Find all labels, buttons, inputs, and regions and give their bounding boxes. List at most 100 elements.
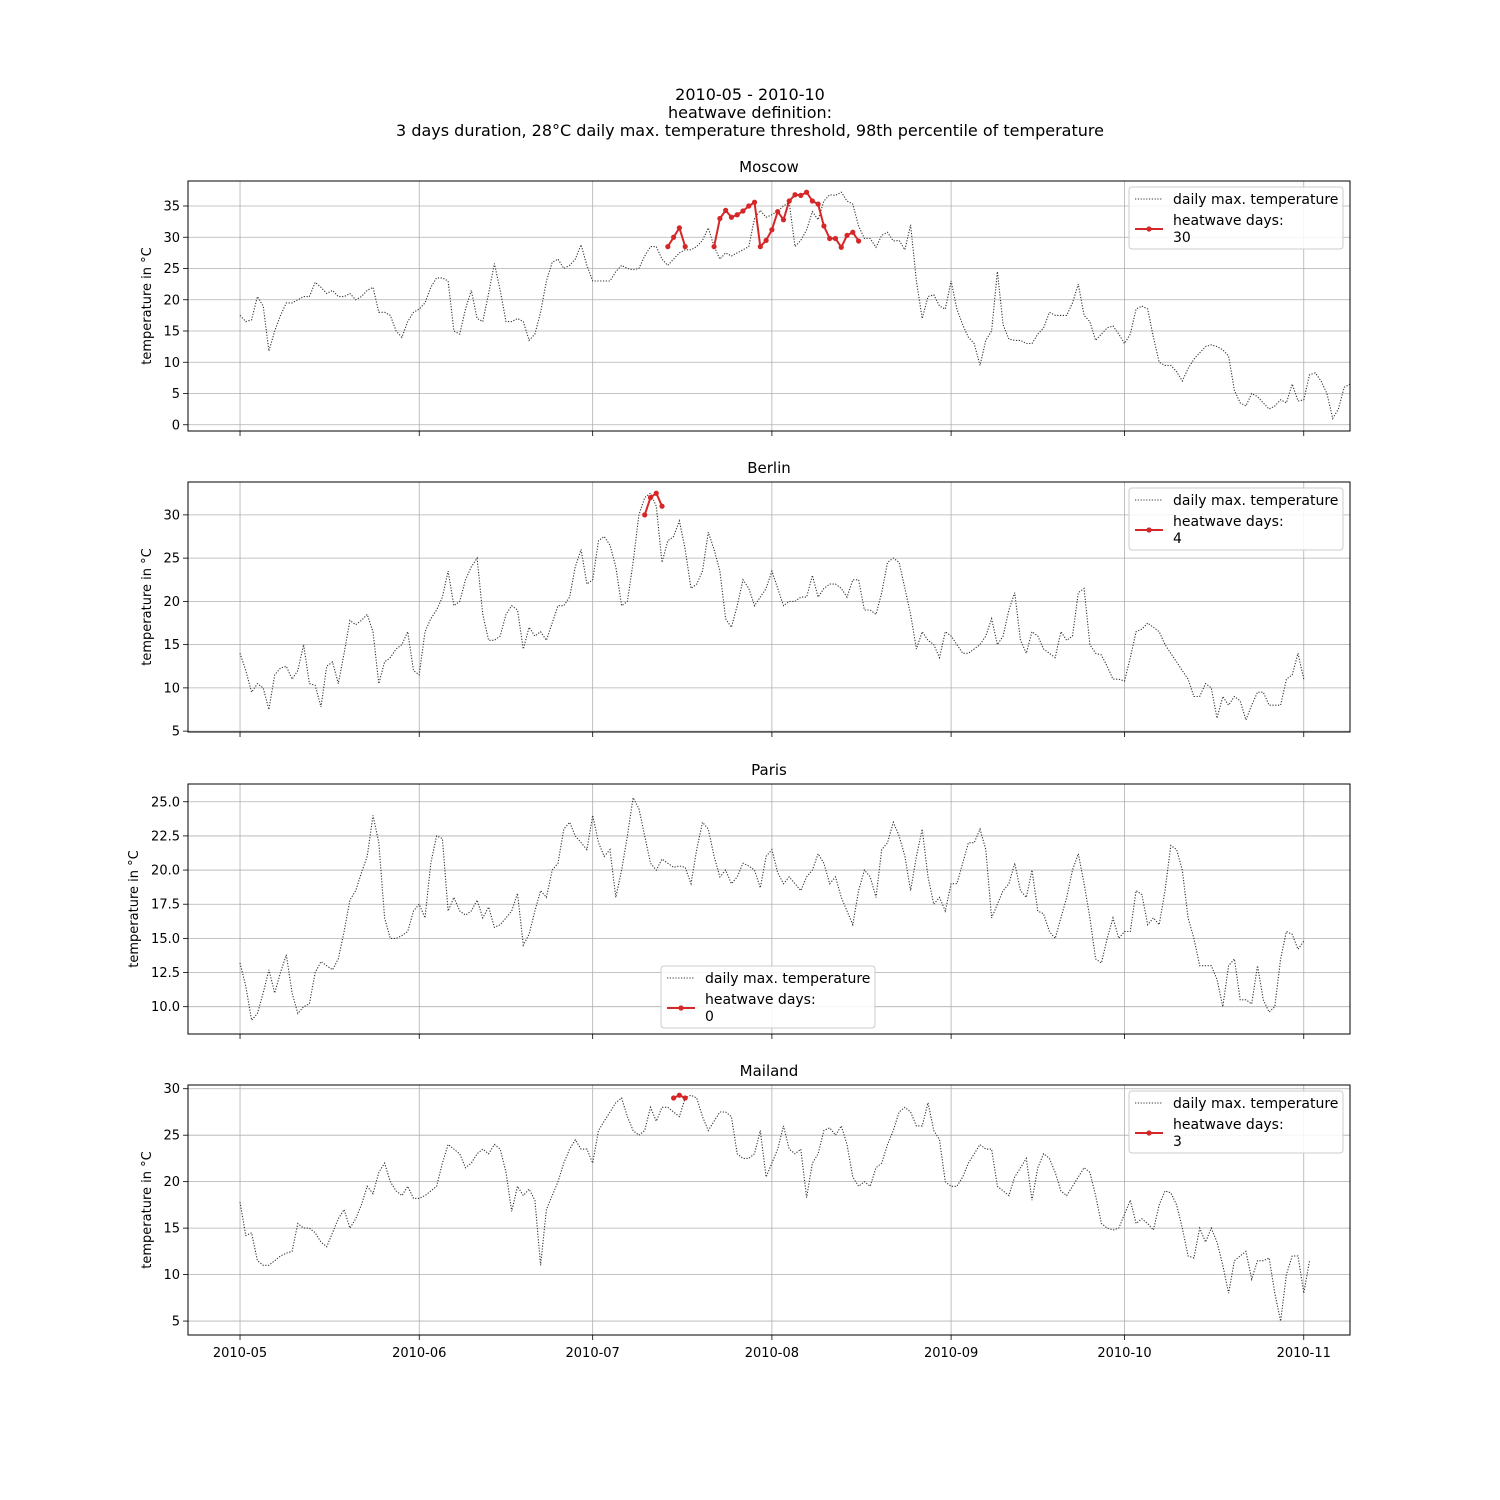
x-tick-label: 2010-09 — [924, 1346, 978, 1361]
series-line-heatwave — [643, 491, 663, 516]
heatwave-point — [659, 503, 665, 509]
y-tick-label: 30 — [163, 231, 180, 246]
heatwave-point — [786, 198, 792, 204]
heatwave-point — [682, 244, 688, 250]
heatwave-point — [821, 223, 827, 229]
x-tick-label: 2010-11 — [1277, 1346, 1331, 1361]
heatwave-point — [647, 494, 654, 501]
figure-title: 2010-05 - 2010-10 heatwave definition: 3… — [0, 86, 1500, 140]
chart-title: Moscow — [739, 158, 799, 176]
chart-panel-moscow: 0 5 10 15 20 25 30 35 temperature in °C Moscow dai… — [140, 158, 1351, 436]
x-tick-label: 2010-08 — [745, 1346, 799, 1361]
y-tick-label: 22.5 — [151, 829, 180, 844]
legend-swatch-heatwave-marker — [1146, 527, 1152, 533]
y-tick-label: 15.0 — [151, 932, 180, 947]
heatwave-point — [769, 227, 775, 233]
legend-label-heatwave: heatwave days: — [1173, 514, 1284, 530]
heatwave-point — [780, 217, 787, 223]
axes-frame — [187, 481, 1351, 733]
x-tick-label: 2010-05 — [213, 1346, 267, 1361]
y-tick-label: 25.0 — [151, 795, 180, 810]
series-line-heatwave — [666, 225, 687, 248]
legend-frame — [1128, 1090, 1344, 1154]
legend-frame — [1128, 487, 1344, 551]
chart-panel-paris: 10.0 12.5 15.0 17.5 20.0 22.5 25.0 temperature … — [127, 761, 1351, 1039]
legend-frame — [660, 965, 876, 1029]
y-axis-label: temperature in °C — [140, 548, 155, 665]
y-tick-label: 20 — [163, 1175, 180, 1190]
heatwave-point — [746, 203, 752, 209]
axes-frame — [187, 1084, 1351, 1336]
heatwave-point — [827, 235, 833, 242]
legend: daily max. temperature heatwave days:3 — [1128, 1090, 1344, 1154]
y-tick-label: 10 — [163, 1268, 180, 1283]
heatwave-point — [642, 512, 648, 518]
heatwave-point — [856, 238, 862, 244]
chart-title: Berlin — [747, 459, 791, 477]
y-tick-label: 20 — [163, 595, 180, 610]
legend-label-heatwave-count: 3 — [1173, 1134, 1182, 1150]
y-tick-label: 15 — [163, 1222, 180, 1237]
heatwave-point — [751, 199, 758, 205]
legend-label-daily: daily max. temperature — [1173, 192, 1338, 208]
legend-label-heatwave: heatwave days: — [705, 992, 816, 1008]
y-tick-label: 10.0 — [151, 1000, 180, 1015]
figure-title-line: 2010-05 - 2010-10 — [675, 85, 825, 104]
series-line-daily-max — [239, 795, 1305, 1022]
y-tick-label: 17.5 — [151, 898, 180, 913]
legend-label-heatwave: heatwave days: — [1173, 213, 1284, 229]
y-tick-label: 15 — [163, 325, 180, 340]
heatwave-point — [850, 229, 856, 235]
y-tick-label: 25 — [163, 262, 180, 277]
figure-title-line: 3 days duration, 28°C daily max. tempera… — [396, 121, 1104, 140]
heatwave-point — [723, 207, 729, 213]
heatwave-point — [763, 237, 769, 243]
heatwave-point — [676, 1092, 682, 1098]
y-tick-label: 25 — [163, 1129, 180, 1144]
legend-label-heatwave: heatwave days: — [1173, 1117, 1284, 1133]
legend-label-daily: daily max. temperature — [1173, 493, 1338, 509]
heatwave-point — [838, 244, 844, 250]
chart-panel-berlin: 5 10 15 20 25 30 temperature in °C Berlin daily … — [140, 459, 1351, 740]
y-tick-label: 20 — [163, 293, 180, 308]
heatwave-point — [682, 1095, 688, 1101]
y-axis-label: temperature in °C — [140, 1151, 155, 1268]
y-tick-label: 20.0 — [151, 864, 180, 879]
legend-label-heatwave-count: 30 — [1173, 230, 1191, 246]
heatwave-point — [728, 214, 735, 220]
y-tick-label: 35 — [163, 200, 180, 215]
legend-label-heatwave-count: 4 — [1173, 531, 1182, 547]
y-tick-label: 5 — [172, 387, 180, 402]
chart-panel-mailand: 2010-05 2010-06 2010-07 2010-08 2010-09 2010-… — [140, 1062, 1351, 1361]
series-line-daily-max — [239, 492, 1305, 722]
y-tick-label: 12.5 — [151, 966, 180, 981]
heatwave-point — [734, 212, 740, 218]
heatwave-point — [676, 225, 682, 231]
x-tick-label: 2010-06 — [392, 1346, 446, 1361]
heatwave-point — [653, 490, 659, 496]
axes-frame — [187, 783, 1351, 1035]
legend-swatch-heatwave-marker — [678, 1005, 684, 1011]
y-tick-label: 30 — [163, 1082, 180, 1097]
x-tick-label: 2010-10 — [1097, 1346, 1151, 1361]
legend-label-daily: daily max. temperature — [705, 971, 870, 987]
y-tick-label: 10 — [163, 356, 180, 371]
heatwave-point — [665, 244, 671, 250]
legend-swatch-heatwave-marker — [1146, 1130, 1152, 1136]
heatwave-point — [792, 192, 798, 198]
series-line-daily-max — [239, 191, 1350, 420]
y-tick-label: 0 — [172, 418, 180, 433]
series-line-daily-max — [239, 1094, 1311, 1322]
y-tick-label: 5 — [172, 725, 180, 740]
heatwave-point — [832, 235, 839, 242]
y-axis-label: temperature in °C — [127, 850, 142, 967]
legend: daily max. temperature heatwave days:30 — [1128, 186, 1344, 250]
y-tick-label: 10 — [163, 681, 180, 696]
heatwave-point — [740, 208, 746, 214]
heatwave-point — [757, 244, 763, 250]
heatwave-point — [671, 1095, 677, 1101]
x-tick-label: 2010-07 — [566, 1346, 620, 1361]
legend-label-heatwave-count: 0 — [705, 1009, 714, 1025]
heatwave-point — [844, 232, 850, 238]
